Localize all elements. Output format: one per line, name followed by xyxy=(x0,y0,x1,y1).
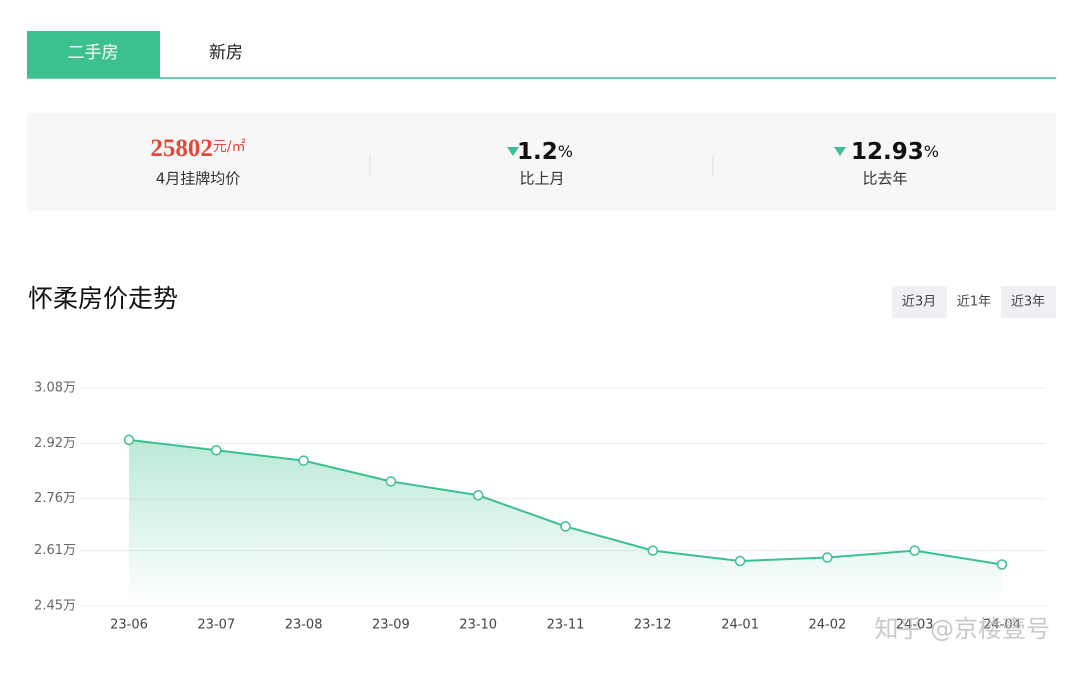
x-tick-label: 23-07 xyxy=(197,618,235,633)
tab[interactable]: 新房 xyxy=(209,43,243,63)
stats-panel xyxy=(27,113,1056,211)
y-tick-label: 2.45万 xyxy=(34,599,76,614)
stat-value: 12.93% xyxy=(851,139,939,165)
unit: % xyxy=(924,142,939,161)
range-label[interactable]: 近3月 xyxy=(902,295,936,310)
unit: 元/㎡ xyxy=(213,139,246,155)
stat-label: 4月挂牌均价 xyxy=(156,170,241,188)
x-tick-label: 23-10 xyxy=(459,618,497,633)
x-tick-label: 23-06 xyxy=(110,618,148,633)
range-button[interactable] xyxy=(947,286,1001,318)
stat-value: 25802元/㎡ xyxy=(150,135,245,162)
x-tick-label: 23-12 xyxy=(634,618,672,633)
watermark: 知乎 @京楼壹号 xyxy=(874,615,1050,643)
range-label[interactable]: 近3年 xyxy=(1011,295,1045,310)
down-icon xyxy=(507,147,519,156)
y-tick-label: 2.76万 xyxy=(34,491,76,506)
chart: 3.08万 2.92万 2.76万 2.61万 2.45万 23-06 23-07 23-08… xyxy=(34,381,1046,633)
point xyxy=(298,455,309,466)
stat-label: 比去年 xyxy=(862,170,907,188)
section-title: 怀柔房价走势 xyxy=(28,284,178,313)
y-tick-label: 3.08万 xyxy=(34,381,76,396)
tab-active[interactable] xyxy=(27,31,160,78)
point xyxy=(560,521,571,532)
point xyxy=(472,490,484,501)
y-tick-label: 2.61万 xyxy=(34,543,76,558)
range-button[interactable] xyxy=(1001,286,1056,318)
point xyxy=(211,445,222,456)
range-button[interactable] xyxy=(892,286,947,318)
point xyxy=(385,476,397,487)
x-tick-label: 24-04 xyxy=(983,618,1021,633)
x-tick-label: 23-08 xyxy=(285,618,323,633)
range-label[interactable]: 近1年 xyxy=(957,295,991,310)
x-tick-label: 23-09 xyxy=(372,618,410,633)
change: 1.2 xyxy=(517,139,558,165)
area-fill xyxy=(129,439,1002,606)
change: 12.93 xyxy=(851,139,924,165)
x-tick-label: 24-02 xyxy=(809,618,847,633)
price: 25802 xyxy=(150,135,213,162)
stat-label: 比上月 xyxy=(519,170,564,188)
point xyxy=(734,555,746,567)
y-tick-label: 2.92万 xyxy=(34,436,76,451)
x-tick-label: 24-03 xyxy=(896,618,934,633)
point xyxy=(123,434,135,446)
point xyxy=(996,559,1008,570)
unit: % xyxy=(558,142,573,161)
down-icon xyxy=(834,147,846,156)
point xyxy=(822,552,833,563)
point xyxy=(647,545,659,556)
stat-value: 1.2% xyxy=(517,139,573,165)
point xyxy=(909,545,920,556)
x-tick-label: 24-01 xyxy=(721,618,759,633)
tab[interactable]: 二手房 xyxy=(68,43,119,63)
x-tick-label: 23-11 xyxy=(547,618,585,633)
